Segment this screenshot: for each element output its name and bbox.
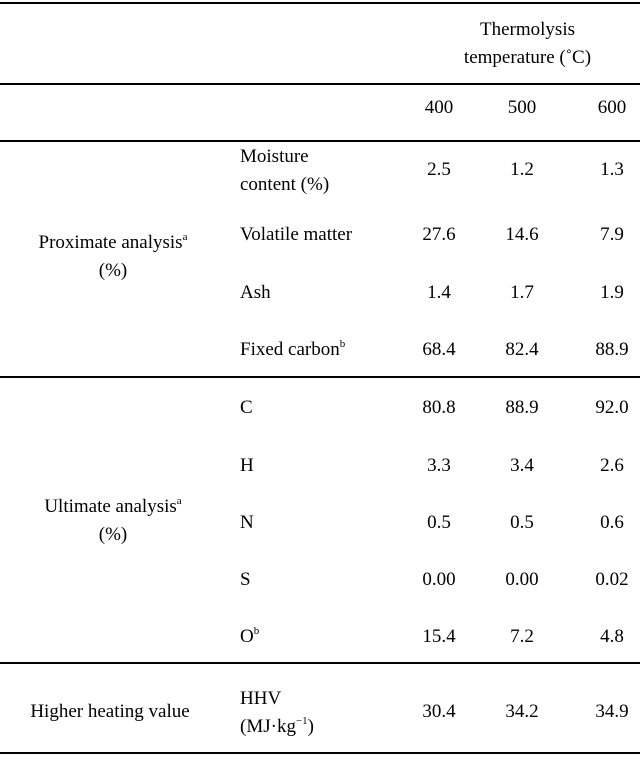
table-cell: 1.2 bbox=[510, 159, 534, 180]
table-cell: 1.9 bbox=[600, 282, 624, 303]
thermolysis-temperature-header: Thermolysis temperature (˚C) bbox=[425, 16, 630, 72]
table-cell: 7.2 bbox=[510, 626, 534, 647]
table-cell: 1.4 bbox=[427, 282, 451, 303]
table-cell: 0.6 bbox=[600, 512, 624, 533]
row-label-n: N bbox=[240, 512, 254, 533]
section-label-higher-heating-value: Higher heating value bbox=[30, 701, 190, 722]
temperature-row-rule bbox=[0, 140, 640, 142]
table-cell: 34.2 bbox=[505, 701, 539, 722]
row-label-fixed-carbon: Fixed carbonb bbox=[240, 338, 346, 361]
row-label-c: C bbox=[240, 397, 253, 418]
table-cell: 88.9 bbox=[505, 397, 539, 418]
column-header-500: 500 bbox=[507, 97, 537, 118]
table-top-rule bbox=[0, 2, 640, 4]
table-cell: 0.02 bbox=[595, 569, 629, 590]
section-label-unit: (%) bbox=[98, 260, 128, 281]
column-header-600: 600 bbox=[597, 97, 627, 118]
footnote-marker: b bbox=[253, 625, 260, 637]
table-cell: 3.4 bbox=[510, 455, 534, 476]
row-label-ash: Ash bbox=[240, 282, 271, 303]
table-cell: 68.4 bbox=[422, 339, 456, 360]
section-label-text: Ultimate analysis bbox=[44, 496, 177, 517]
table-cell: 2.6 bbox=[600, 455, 624, 476]
proximate-section-rule bbox=[0, 376, 640, 378]
table-bottom-rule bbox=[0, 752, 640, 754]
section-label-proximate: Proximate analysisa (%) bbox=[0, 229, 226, 285]
table-cell: 80.8 bbox=[422, 397, 456, 418]
table-cell: 2.5 bbox=[427, 159, 451, 180]
table-cell: 14.6 bbox=[505, 224, 539, 245]
table-cell: 88.9 bbox=[595, 339, 629, 360]
row-label-o: Ob bbox=[240, 625, 260, 648]
table-cell: 30.4 bbox=[422, 701, 456, 722]
row-label-hhv: HHV (MJ·kg−1) bbox=[240, 688, 314, 737]
ultimate-section-rule bbox=[0, 662, 640, 664]
footnote-marker: a bbox=[182, 231, 188, 243]
table-cell: 82.4 bbox=[505, 339, 539, 360]
table-cell: 1.7 bbox=[510, 282, 534, 303]
section-label-ultimate: Ultimate analysisa (%) bbox=[0, 493, 226, 549]
row-label-s: S bbox=[240, 569, 251, 590]
row-label-volatile-matter: Volatile matter bbox=[240, 224, 353, 245]
section-label-text: Proximate analysis bbox=[38, 232, 183, 253]
header-line-1: Thermolysis bbox=[480, 19, 575, 40]
row-label-h: H bbox=[240, 455, 254, 476]
footnote-marker: b bbox=[339, 338, 346, 350]
table-cell: 1.3 bbox=[600, 159, 624, 180]
header-divider-rule bbox=[0, 83, 640, 85]
table-cell: 34.9 bbox=[595, 701, 629, 722]
table-cell: 0.5 bbox=[510, 512, 534, 533]
header-line-2: temperature (˚C) bbox=[463, 47, 592, 68]
table-cell: 0.00 bbox=[422, 569, 456, 590]
section-label-unit: (%) bbox=[98, 524, 128, 545]
table-cell: 4.8 bbox=[600, 626, 624, 647]
footnote-marker: a bbox=[176, 495, 182, 507]
table-cell: 3.3 bbox=[427, 455, 451, 476]
table-cell: 0.00 bbox=[505, 569, 539, 590]
table-cell: 27.6 bbox=[422, 224, 456, 245]
row-label-moisture: Moisture content (%) bbox=[240, 146, 330, 195]
table-cell: 7.9 bbox=[600, 224, 624, 245]
table-cell: 0.5 bbox=[427, 512, 451, 533]
table-cell: 15.4 bbox=[422, 626, 456, 647]
column-header-400: 400 bbox=[424, 97, 454, 118]
unit-exponent: −1 bbox=[295, 715, 308, 727]
table-cell: 92.0 bbox=[595, 397, 629, 418]
